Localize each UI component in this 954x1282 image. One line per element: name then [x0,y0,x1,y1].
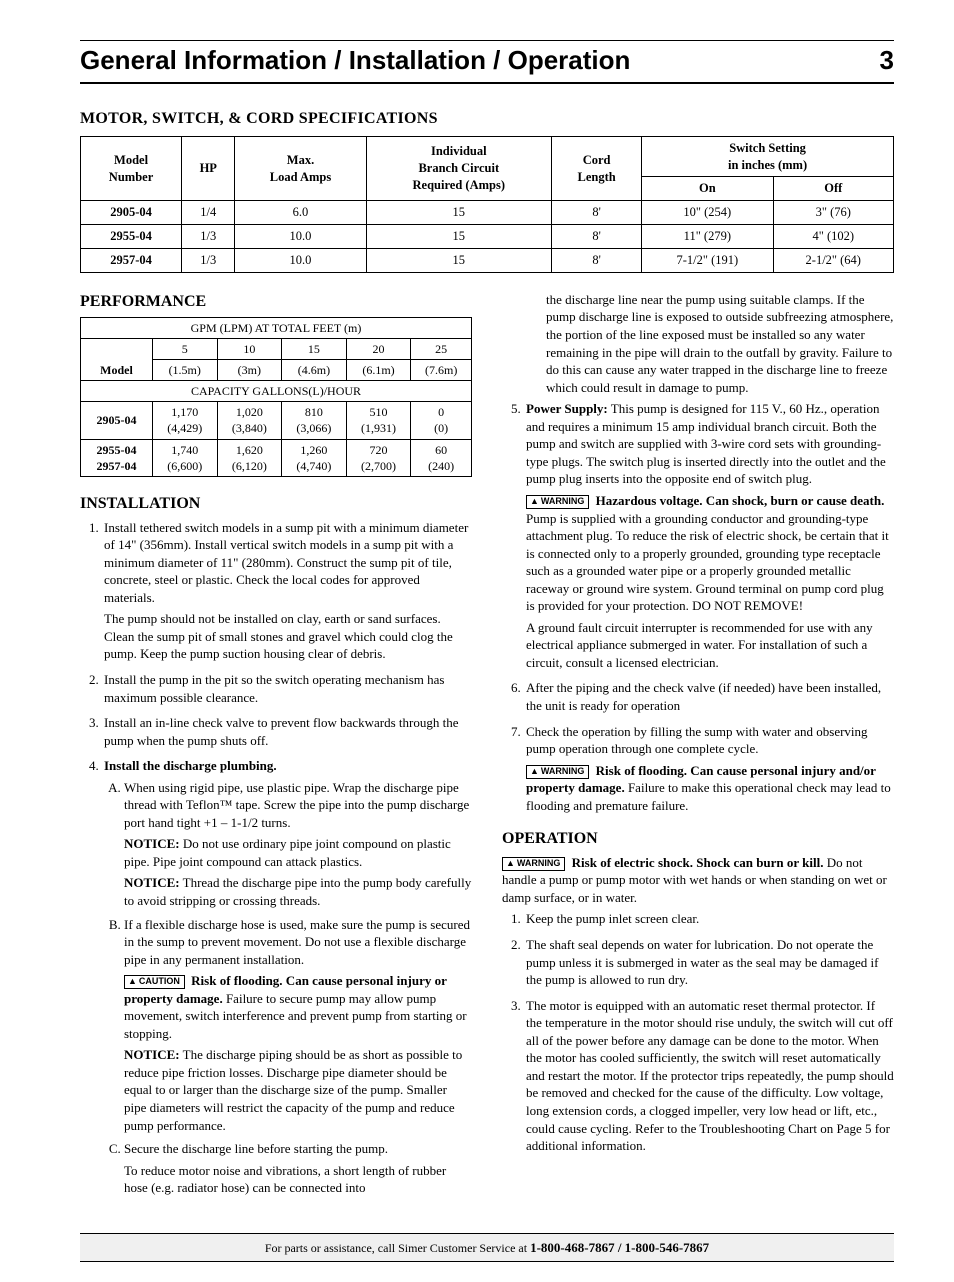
list-item: Secure the discharge line before startin… [124,1140,472,1197]
table-row: 2905-04 1/4 6.0 15 8' 10" (254) 3" (76) [81,201,894,225]
table-row: 2905-04 1,170(4,429) 1,020(3,840) 810(3,… [81,402,472,439]
list-item: Install the discharge plumbing. When usi… [102,757,472,1197]
col-hp: HP [182,136,235,201]
right-column: the discharge line near the pump using s… [502,291,894,1205]
list-item: The shaft seal depends on water for lubr… [524,936,894,989]
list-item: The motor is equipped with an automatic … [524,997,894,1155]
caution-icon: ▲CAUTION [124,975,185,989]
continuation-text: the discharge line near the pump using s… [502,291,894,396]
installation-list-cont: Power Supply: This pump is designed for … [502,400,894,814]
left-column: PERFORMANCE GPM (LPM) AT TOTAL FEET (m) … [80,291,472,1205]
footer-bar: For parts or assistance, call Simer Cust… [80,1233,894,1263]
list-item: Install the pump in the pit so the switc… [102,671,472,706]
page-title: General Information / Installation / Ope… [80,43,630,78]
list-item: Keep the pump inlet screen clear. [524,910,894,928]
warning-icon: ▲WARNING [526,495,589,509]
col-model: ModelNumber [81,136,182,201]
table-row: 2955-04 1/3 10.0 15 8' 11" (279) 4" (102… [81,225,894,249]
warning-icon: ▲WARNING [526,765,589,779]
col-max-amps: Max.Load Amps [235,136,366,201]
col-branch: IndividualBranch CircuitRequired (Amps) [366,136,552,201]
operation-heading: OPERATION [502,828,894,850]
list-item: Install tethered switch models in a sump… [102,519,472,663]
footer-phones: 1-800-468-7867 / 1-800-546-7867 [530,1240,709,1255]
col-off: Off [773,177,893,201]
warning-icon: ▲WARNING [502,857,565,871]
list-item: When using rigid pipe, use plastic pipe.… [124,779,472,910]
table-row: 2957-04 1/3 10.0 15 8' 7-1/2" (191) 2-1/… [81,249,894,273]
operation-list: Keep the pump inlet screen clear. The sh… [502,910,894,1154]
page-number: 3 [880,43,894,78]
performance-heading: PERFORMANCE [80,291,472,313]
list-item: After the piping and the check valve (if… [524,679,894,714]
col-cord: CordLength [552,136,642,201]
page-header: General Information / Installation / Ope… [80,43,894,84]
col-on: On [642,177,773,201]
installation-list: Install tethered switch models in a sump… [80,519,472,1197]
list-item: If a flexible discharge hose is used, ma… [124,916,472,1135]
spec-table: ModelNumber HP Max.Load Amps IndividualB… [80,136,894,273]
list-item: Power Supply: This pump is designed for … [524,400,894,671]
list-item: Check the operation by filling the sump … [524,723,894,815]
table-row: 2955-04 2957-04 1,740(6,600) 1,620(6,120… [81,439,472,476]
installation-heading: INSTALLATION [80,493,472,515]
col-switch: Switch Settingin inches (mm) [642,136,894,177]
spec-heading: MOTOR, SWITCH, & CORD SPECIFICATIONS [80,108,894,130]
list-item: Install an in-line check valve to preven… [102,714,472,749]
performance-table: GPM (LPM) AT TOTAL FEET (m) Model 5 10 1… [80,317,472,478]
